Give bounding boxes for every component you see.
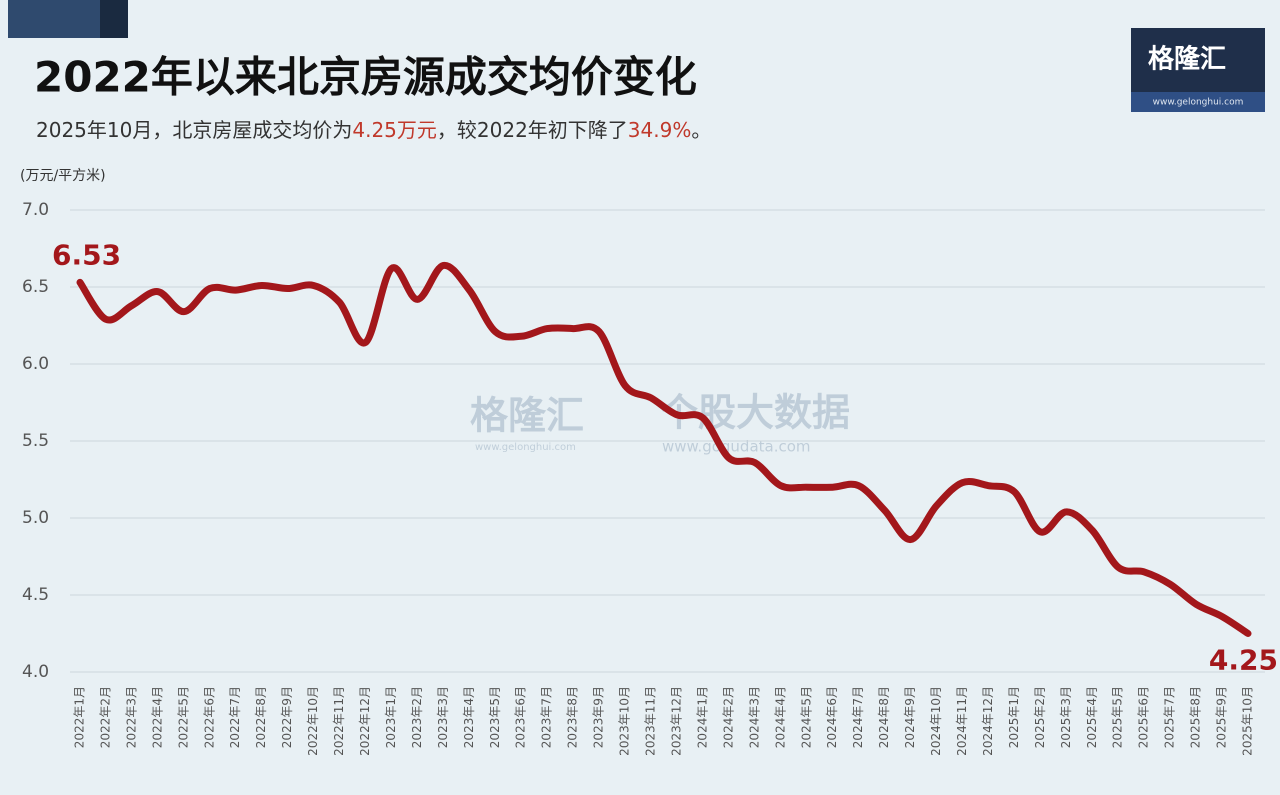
x-tick-label: 2024年5月 xyxy=(799,686,813,748)
x-tick-label: 2025年6月 xyxy=(1137,686,1151,748)
x-tick-label: 2025年3月 xyxy=(1059,686,1073,748)
data-label: 4.25 xyxy=(1209,644,1278,677)
x-tick-label: 2022年7月 xyxy=(228,686,242,748)
x-tick-label: 2025年7月 xyxy=(1163,686,1177,748)
x-tick-label: 2025年2月 xyxy=(1033,686,1047,748)
subtitle-part: 4.25万元 xyxy=(352,118,437,142)
subtitle-part: 。 xyxy=(691,118,711,142)
x-tick-label: 2022年9月 xyxy=(280,686,294,748)
x-tick-label: 2023年1月 xyxy=(384,686,398,748)
x-tick-label: 2022年10月 xyxy=(306,686,320,756)
x-tick-label: 2025年10月 xyxy=(1241,686,1255,756)
x-tick-label: 2023年5月 xyxy=(488,686,502,748)
x-tick-label: 2023年9月 xyxy=(592,686,606,748)
data-label: 6.53 xyxy=(52,238,121,271)
watermark: 格隆汇 www.gelonghui.com 个股大数据 www.gogudata… xyxy=(470,391,850,456)
y-tick-label: 6.0 xyxy=(22,354,49,374)
logo-strip xyxy=(1131,92,1265,112)
x-tick-label: 2022年4月 xyxy=(150,686,164,748)
logo: 格隆汇 www.gelonghui.com xyxy=(1131,28,1265,112)
subtitle-part: 2025年10月，北京房屋成交均价为 xyxy=(36,118,352,142)
x-tick-label: 2022年2月 xyxy=(98,686,112,748)
x-tick-label: 2024年8月 xyxy=(877,686,891,748)
x-tick-label: 2022年6月 xyxy=(202,686,216,748)
watermark-right-url: www.gogudata.com xyxy=(662,438,811,456)
x-tick-label: 2024年1月 xyxy=(695,686,709,748)
x-tick-label: 2023年3月 xyxy=(436,686,450,748)
x-tick-label: 2024年11月 xyxy=(955,686,969,756)
y-tick-label: 5.0 xyxy=(22,508,49,528)
x-tick-label: 2023年10月 xyxy=(618,686,632,756)
x-tick-label: 2022年12月 xyxy=(358,686,372,756)
watermark-left-url: www.gelonghui.com xyxy=(475,442,576,453)
subtitle-part: ，较2022年初下降了 xyxy=(437,118,628,142)
watermark-left: 格隆汇 xyxy=(470,394,584,438)
x-tick-label: 2022年3月 xyxy=(124,686,138,748)
x-tick-label: 2023年12月 xyxy=(669,686,683,756)
x-tick-label: 2023年8月 xyxy=(566,686,580,748)
x-tick-label: 2024年12月 xyxy=(981,686,995,756)
x-tick-label: 2024年7月 xyxy=(851,686,865,748)
x-tick-label: 2022年1月 xyxy=(73,686,87,748)
x-tick-label: 2023年7月 xyxy=(540,686,554,748)
x-tick-label: 2024年3月 xyxy=(747,686,761,748)
x-tick-label: 2023年11月 xyxy=(644,686,658,756)
x-tick-label: 2025年9月 xyxy=(1215,686,1229,748)
y-axis-label: (万元/平方米) xyxy=(20,168,106,184)
x-tick-label: 2024年10月 xyxy=(929,686,943,756)
x-tick-label: 2025年8月 xyxy=(1189,686,1203,748)
y-tick-label: 6.5 xyxy=(22,277,49,297)
y-tick-label: 5.5 xyxy=(22,431,49,451)
x-tick-label: 2023年4月 xyxy=(462,686,476,748)
x-tick-label: 2022年5月 xyxy=(176,686,190,748)
x-tick-label: 2022年8月 xyxy=(254,686,268,748)
x-tick-label: 2025年5月 xyxy=(1111,686,1125,748)
x-tick-label: 2024年6月 xyxy=(825,686,839,748)
x-tick-label: 2024年4月 xyxy=(773,686,787,748)
logo-name: 格隆汇 xyxy=(1148,44,1226,75)
x-tick-label: 2024年2月 xyxy=(721,686,735,748)
chart-title: 2022年以来北京房源成交均价变化 xyxy=(34,53,697,102)
logo-url: www.gelonghui.com xyxy=(1153,98,1244,108)
line xyxy=(76,261,1252,637)
subtitle-part: 34.9% xyxy=(628,118,692,142)
chart-subtitle: 2025年10月，北京房屋成交均价为4.25万元，较2022年初下降了34.9%… xyxy=(36,118,711,142)
corner-block-dark xyxy=(100,0,128,38)
x-tick-label: 2025年1月 xyxy=(1007,686,1021,748)
x-tick-label: 2022年11月 xyxy=(332,686,346,756)
x-tick-label: 2023年2月 xyxy=(410,686,424,748)
y-tick-label: 7.0 xyxy=(22,200,49,220)
x-tick-label: 2023年6月 xyxy=(514,686,528,748)
x-tick-label: 2024年9月 xyxy=(903,686,917,748)
y-tick-label: 4.0 xyxy=(22,662,49,682)
y-tick-label: 4.5 xyxy=(22,585,49,605)
x-tick-label: 2025年4月 xyxy=(1085,686,1099,748)
